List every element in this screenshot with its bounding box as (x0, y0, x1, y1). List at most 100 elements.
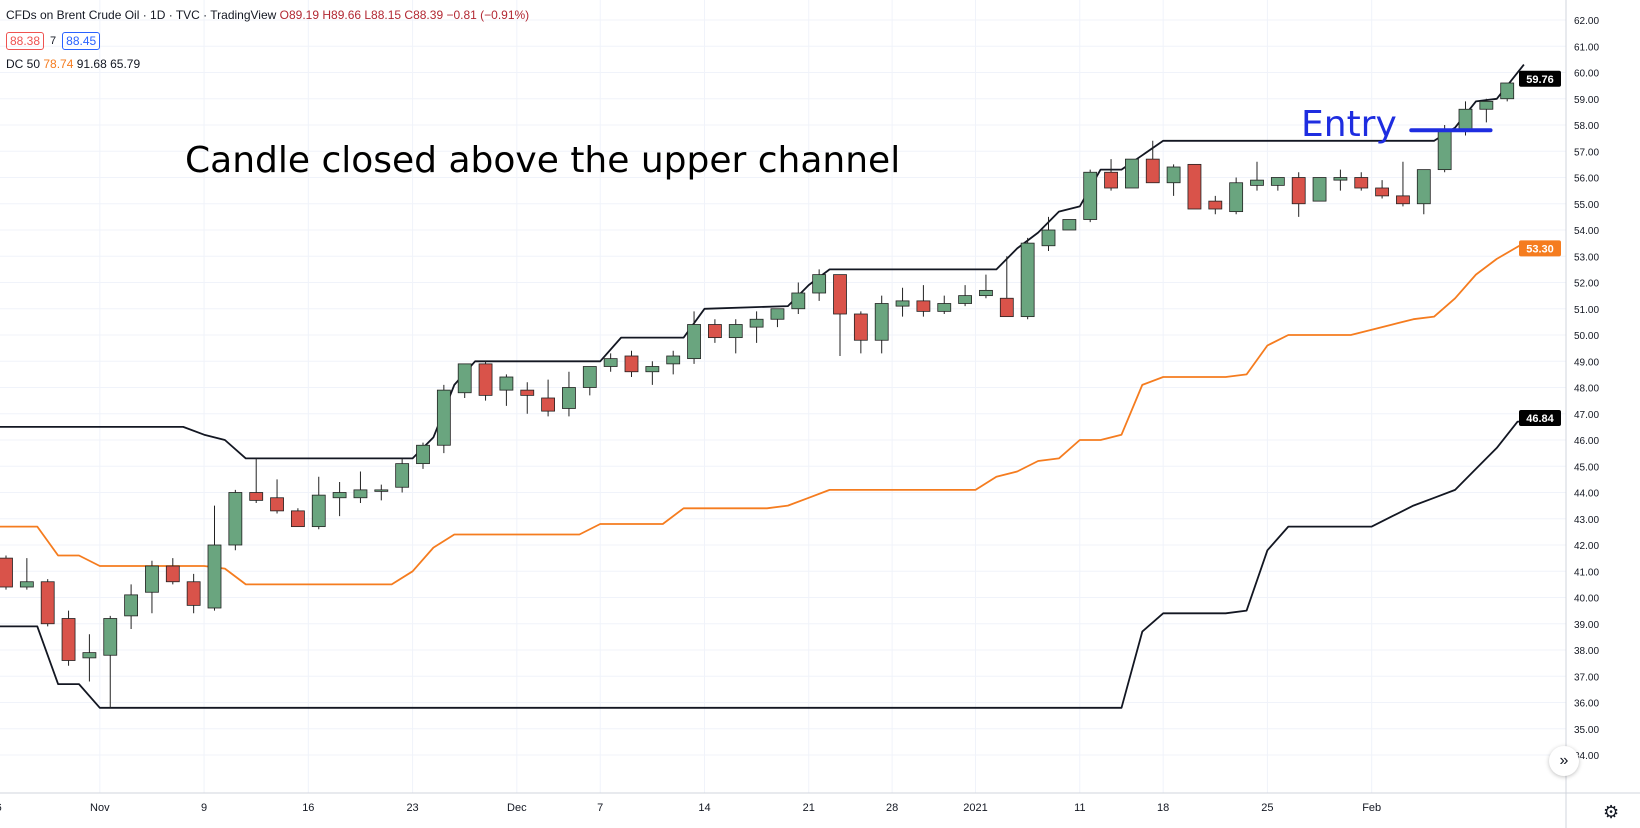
candle-down (249, 458, 264, 503)
time-axis[interactable]: 26 Nov 9 16 23 Dec 7 14 21 28 2021 11 18 25 Feb (0, 802, 1381, 814)
candle-body (395, 463, 410, 488)
candle-up (895, 287, 910, 317)
candle-up (416, 442, 430, 469)
sell-price-box[interactable]: 88.38 (6, 32, 45, 50)
candle-up (1270, 177, 1285, 191)
candle-body (1291, 177, 1306, 205)
candle-up (228, 489, 243, 551)
scroll-to-realtime-button[interactable]: » (1549, 746, 1579, 776)
candle-body (1166, 166, 1181, 184)
candle-up (979, 274, 993, 299)
time-tick-label: 23 (406, 802, 418, 814)
lower-band-tag: 46.84 (1519, 409, 1561, 426)
time-tick-label: 26 (0, 802, 2, 814)
gear-icon[interactable]: ⚙ (1603, 802, 1620, 822)
donchian-channel (0, 64, 1539, 709)
candle-down (0, 555, 13, 590)
candle-body (124, 594, 138, 617)
annotation-text: Candle closed above the upper channel (185, 140, 900, 181)
price-tick-label: 60.00 (1574, 69, 1599, 80)
entry-label: Entry (1301, 104, 1397, 145)
legend-quote-row: 88.38 7 88.45 (6, 32, 101, 50)
dc-middle-value: 78.74 (43, 57, 74, 71)
candle-body (165, 565, 180, 583)
candle-up (666, 350, 681, 375)
candle-body (582, 366, 597, 388)
price-axis[interactable]: 34.00 35.00 36.00 37.00 38.00 39.00 40.00 41.00… (1574, 16, 1599, 762)
candle-up (749, 311, 764, 343)
candle-up (1416, 169, 1431, 215)
candle-up (457, 363, 472, 398)
candle-body (1479, 100, 1494, 110)
donchian-upper-line (0, 64, 1525, 460)
candle-body (1020, 242, 1035, 318)
candle-up (1083, 169, 1098, 223)
candle-body (228, 492, 243, 546)
candle-body (374, 489, 389, 492)
candle-body (1104, 171, 1118, 189)
candle-up (770, 308, 785, 328)
candle-down (1291, 172, 1306, 217)
legend-symbol-row: CFDs on Brent Crude Oil · 1D · TVC · Tra… (6, 8, 529, 22)
candle-up (1166, 164, 1181, 196)
dc-lower-value: 65.79 (110, 57, 141, 71)
price-tick-label: 41.00 (1574, 567, 1599, 578)
candle-down (40, 579, 55, 627)
price-tick-label: 49.00 (1574, 357, 1599, 368)
candle-down (1375, 180, 1389, 199)
candle-body (958, 295, 972, 304)
candle-body (1041, 229, 1056, 247)
candle-body (895, 300, 910, 307)
candle-body (270, 497, 284, 512)
price-tick-label: 50.00 (1574, 331, 1599, 342)
candle-up (812, 269, 827, 301)
candle-down (541, 379, 555, 417)
candle-up (19, 558, 34, 590)
buy-price-box[interactable]: 88.45 (62, 32, 101, 50)
candle-body (645, 366, 660, 373)
candle-down (478, 361, 493, 401)
price-tick-label: 47.00 (1574, 410, 1599, 421)
candle-up (1437, 125, 1452, 173)
time-tick-label: Feb (1362, 802, 1381, 814)
candle-body (603, 358, 618, 367)
candle-up (791, 282, 806, 314)
candle-up (1062, 219, 1077, 231)
candle-body (1145, 158, 1160, 184)
candlestick-series (0, 82, 1515, 708)
candle-body (1187, 163, 1202, 210)
price-tick-label: 43.00 (1574, 515, 1599, 526)
candle-body (61, 618, 76, 661)
candle-body (1500, 82, 1515, 100)
middle-band-tag: 53.30 (1519, 240, 1561, 257)
candle-down (916, 285, 931, 317)
candle-up (1250, 161, 1264, 191)
candle-body (457, 363, 472, 394)
candle-up (603, 353, 618, 372)
legend-indicator-row[interactable]: DC 50 78.74 91.68 65.79 (6, 57, 140, 71)
last-price-tag-bg (1519, 70, 1561, 87)
price-tick-label: 55.00 (1574, 200, 1599, 211)
candle-up (82, 634, 97, 682)
dc-upper-value: 91.68 (76, 57, 107, 71)
candle-up (207, 505, 222, 611)
candle-body (103, 618, 118, 656)
candle-body (40, 581, 55, 625)
symbol-title[interactable]: CFDs on Brent Crude Oil · 1D · TVC · Tra… (6, 8, 277, 22)
annotations: Candle closed above the upper channel Ent… (185, 104, 1493, 181)
candle-body (1333, 177, 1348, 181)
candle-down (290, 508, 305, 528)
candle-body (499, 376, 514, 391)
candle-body (812, 274, 827, 294)
candle-up (124, 584, 138, 629)
price-tick-label: 51.00 (1574, 305, 1599, 316)
price-axis-labels: 59.76 53.30 46.84 (1519, 70, 1561, 426)
candle-body (770, 308, 785, 320)
price-tick-label: 53.00 (1574, 252, 1599, 263)
candle-body (853, 313, 868, 341)
candle-body (290, 510, 305, 528)
candle-body (416, 444, 430, 465)
candle-body (332, 492, 347, 499)
candle-body (833, 274, 847, 315)
